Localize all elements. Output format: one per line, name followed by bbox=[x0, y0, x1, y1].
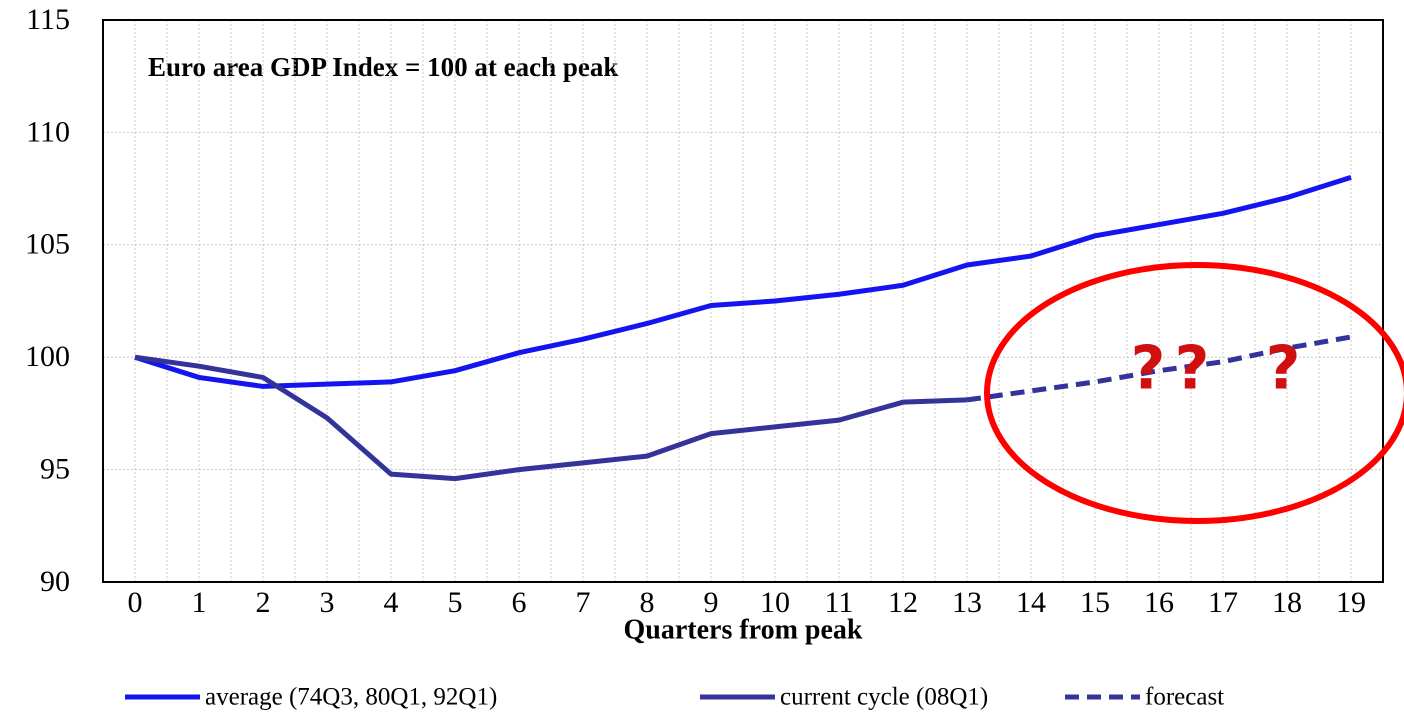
legend-label: average (74Q3, 80Q1, 92Q1) bbox=[205, 684, 497, 711]
highlight-ellipse bbox=[984, 262, 1404, 524]
x-tick-label: 9 bbox=[704, 586, 719, 619]
x-tick-label: 3 bbox=[320, 586, 335, 619]
annotation: ? bbox=[1131, 334, 1166, 404]
x-tick-label: 14 bbox=[1016, 586, 1046, 619]
x-tick-label: 1 bbox=[192, 586, 207, 619]
x-tick-label: 8 bbox=[640, 586, 655, 619]
x-tick-label: 4 bbox=[384, 586, 399, 619]
series-line bbox=[134, 174, 1352, 389]
chart-title: Euro area GDP Index = 100 at each peak bbox=[148, 52, 618, 82]
x-tick-label: 17 bbox=[1208, 586, 1238, 619]
x-tick-label: 18 bbox=[1272, 586, 1302, 619]
x-tick-label: 16 bbox=[1144, 586, 1174, 619]
x-axis-label: Quarters from peak bbox=[624, 614, 863, 645]
y-tick-label: 115 bbox=[26, 3, 70, 36]
x-tick-label: 0 bbox=[128, 586, 143, 619]
x-tick-label: 6 bbox=[512, 586, 527, 619]
series-line bbox=[134, 354, 968, 482]
annotation: ? bbox=[1175, 334, 1210, 404]
y-tick-label: 100 bbox=[25, 340, 70, 373]
plot-frame bbox=[102, 19, 1384, 583]
legend-label: forecast bbox=[1145, 684, 1224, 711]
x-tick-label: 13 bbox=[952, 586, 982, 619]
x-tick-label: 19 bbox=[1336, 586, 1366, 619]
y-tick-label: 105 bbox=[25, 228, 70, 261]
y-tick-label: 110 bbox=[26, 115, 70, 148]
x-tick-label: 11 bbox=[825, 586, 854, 619]
x-tick-label: 2 bbox=[256, 586, 271, 619]
x-tick-label: 5 bbox=[448, 586, 463, 619]
x-tick-label: 10 bbox=[760, 586, 790, 619]
annotation: ? bbox=[1266, 334, 1301, 404]
x-tick-label: 7 bbox=[576, 586, 591, 619]
y-tick-label: 90 bbox=[40, 565, 70, 598]
x-tick-label: 12 bbox=[888, 586, 918, 619]
legend-label: current cycle (08Q1) bbox=[780, 684, 988, 711]
x-tick-label: 15 bbox=[1080, 586, 1110, 619]
y-tick-label: 95 bbox=[40, 452, 70, 485]
